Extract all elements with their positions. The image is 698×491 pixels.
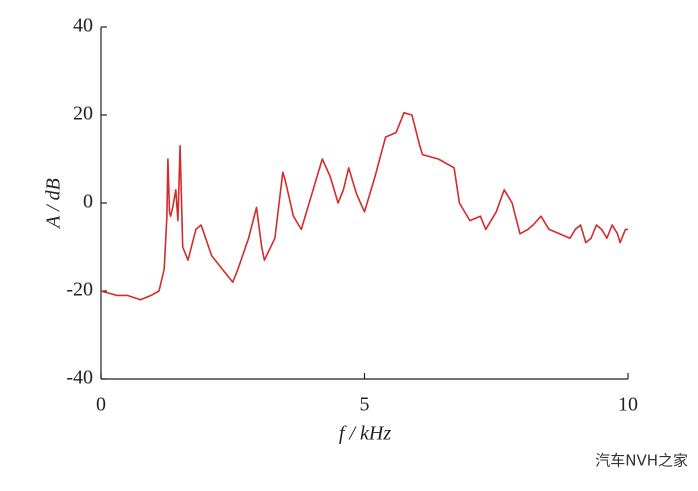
- y-tick-label: -20: [66, 279, 93, 301]
- x-axis-label: f / kHz: [339, 423, 391, 445]
- x-tick-label: 5: [360, 394, 370, 416]
- x-tick-label: 0: [96, 394, 106, 416]
- y-tick-label: 20: [73, 103, 93, 125]
- y-tick-label: -40: [66, 367, 93, 389]
- watermark: 汽车NVH之家: [595, 452, 688, 470]
- y-tick-label: 0: [83, 191, 93, 213]
- data-line: [100, 112, 628, 301]
- y-tick-label: 40: [73, 15, 93, 37]
- y-axis-label: A / dB: [43, 178, 65, 230]
- x-tick-label: 10: [618, 394, 638, 416]
